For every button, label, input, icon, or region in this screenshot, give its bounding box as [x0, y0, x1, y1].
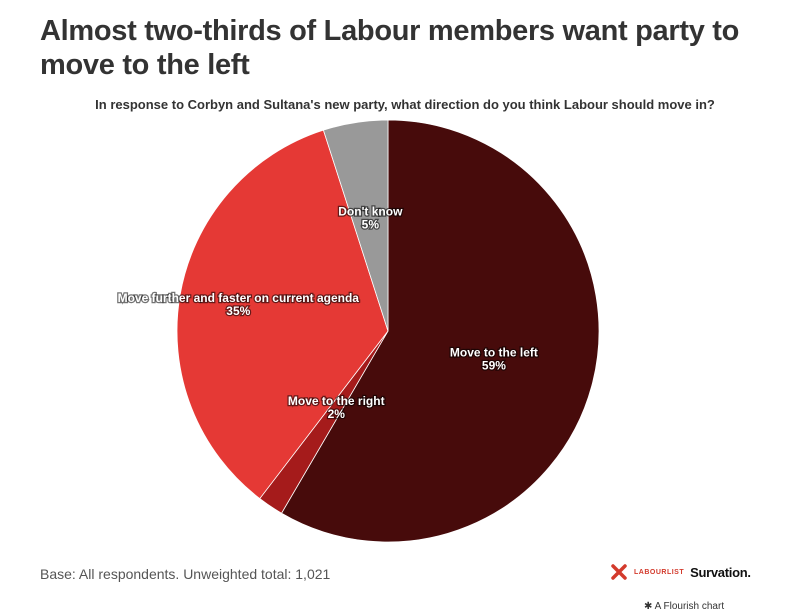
flourish-credit[interactable]: ✱ A Flourish chart [644, 601, 724, 612]
slice-value-move-to-the-left: 59% [482, 359, 506, 373]
chart-subtitle: In response to Corbyn and Sultana's new … [95, 97, 715, 112]
base-note: Base: All respondents. Unweighted total:… [40, 566, 331, 582]
survation-logo: Survation. [690, 564, 751, 580]
slice-value-move-to-the-right: 2% [328, 407, 346, 421]
logos: LABOURLIST Survation. [610, 560, 751, 584]
slice-label-don-t-know: Don't know [338, 204, 403, 218]
pie-slice-move-to-the-left[interactable] [281, 119, 600, 543]
slice-label-move-to-the-right: Move to the right [288, 394, 385, 408]
labourlist-x-icon [611, 564, 627, 580]
flourish-credit-text: A Flourish chart [654, 601, 725, 612]
slice-value-don-t-know: 5% [362, 217, 380, 231]
pie-slice-move-further-and-faster-on-current-agenda[interactable] [176, 129, 389, 500]
slice-label-move-to-the-left: Move to the left [450, 346, 538, 360]
pie-slice-don-t-know[interactable] [322, 119, 389, 332]
chart-title: Almost two-thirds of Labour members want… [40, 15, 740, 81]
flourish-icon: ✱ [644, 601, 653, 612]
slice-label-move-further-and-faster-on-current-agenda: Move further and faster on current agend… [118, 291, 360, 305]
slice-value-move-further-and-faster-on-current-agenda: 35% [226, 304, 250, 318]
labourlist-logo: LABOURLIST [634, 568, 685, 576]
